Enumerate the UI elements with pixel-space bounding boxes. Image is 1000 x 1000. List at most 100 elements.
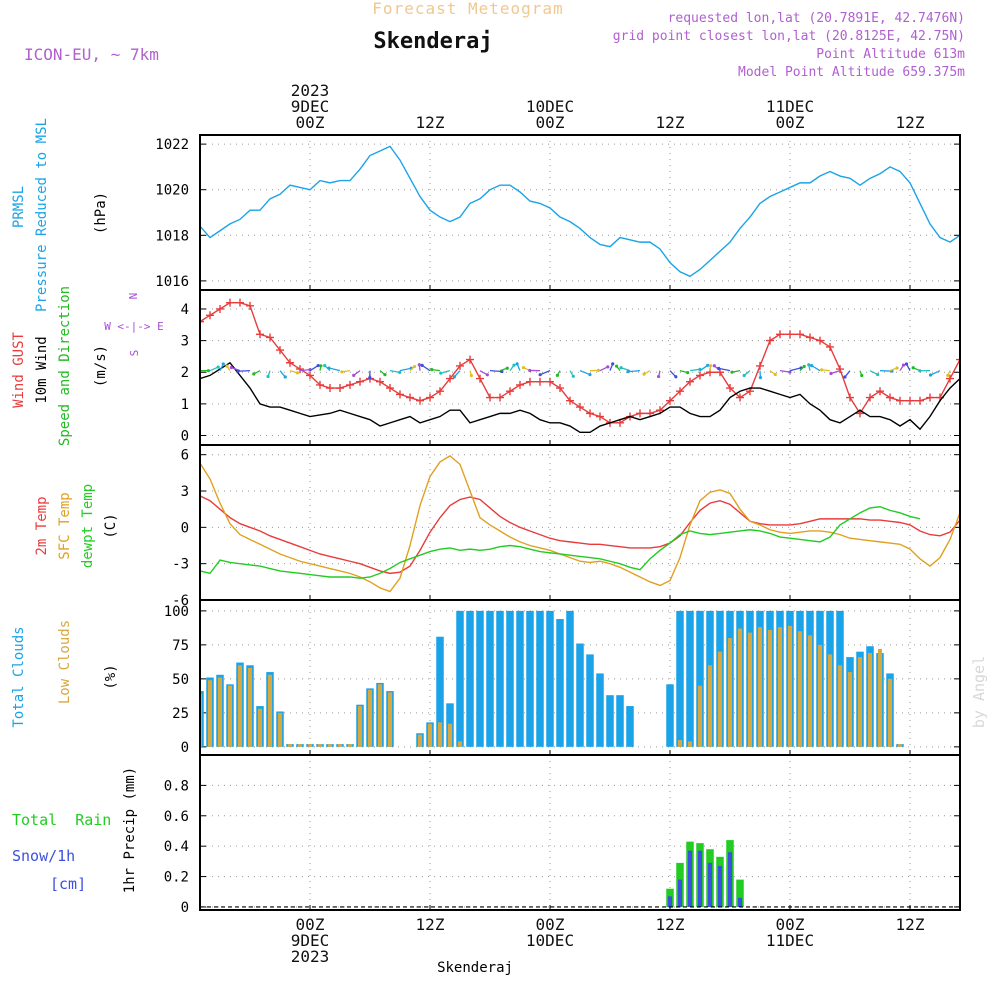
wind-arrow-head xyxy=(588,372,592,377)
total_clouds-bar xyxy=(506,610,514,747)
gust-marker xyxy=(406,393,414,402)
low_clouds-bar xyxy=(317,744,323,747)
y-tick-label: 100 xyxy=(164,604,189,620)
product-title: Forecast Meteogram xyxy=(372,0,563,18)
gust-marker xyxy=(886,393,894,402)
gust-marker xyxy=(826,342,834,351)
wind-arrow-head xyxy=(788,370,792,374)
wind-arrow-head xyxy=(596,368,600,373)
wind-line xyxy=(200,361,960,434)
wind-arrow-head xyxy=(485,373,489,377)
wind-arrow xyxy=(628,370,641,373)
low_clouds-bar xyxy=(697,685,703,747)
gust-marker xyxy=(296,365,304,374)
low_clouds-bar xyxy=(877,648,883,747)
low_clouds-bar xyxy=(257,708,263,747)
y-tick-label: 75 xyxy=(172,638,189,654)
low_clouds-bar xyxy=(817,644,823,747)
wind-arrow-head xyxy=(712,364,716,368)
gust-marker xyxy=(426,393,434,402)
wind-arrow-head xyxy=(742,373,746,378)
gust-marker xyxy=(736,393,744,402)
wind-arrow-head xyxy=(252,372,256,376)
total_clouds-bar xyxy=(496,610,504,747)
low_clouds-bar xyxy=(687,741,693,747)
pressure-label-2: Pressure Reduced to MSL xyxy=(34,118,50,312)
low_clouds-bar xyxy=(897,744,903,747)
wind-arrow xyxy=(299,368,311,372)
low_clouds-bar xyxy=(200,693,203,747)
point-altitude: Point Altitude 613m xyxy=(816,47,965,62)
gust-label: Wind GUST xyxy=(11,332,27,408)
low_clouds-bar xyxy=(207,680,213,747)
total_clouds-bar xyxy=(616,695,624,747)
y-tick-label: 1016 xyxy=(155,274,189,290)
clouds-panel: 0 25 50 75 100 xyxy=(164,599,961,756)
total_clouds-bar xyxy=(626,706,634,747)
gust-marker xyxy=(806,333,814,342)
wind-arrow-head xyxy=(829,371,833,376)
bottom-time-label: 12Z xyxy=(656,915,685,934)
gust-marker xyxy=(576,403,584,412)
top-time-label: 00Z xyxy=(776,113,805,132)
wind-arrow xyxy=(309,364,319,372)
low_clouds-bar xyxy=(787,625,793,747)
y-tick-label: 0 xyxy=(181,740,189,756)
wind-arrow-head xyxy=(340,370,344,374)
low_clouds-bar xyxy=(887,678,893,747)
wind-arrow-head xyxy=(611,362,615,366)
low_clouds-bar xyxy=(777,627,783,747)
wind-arrow-head xyxy=(528,368,532,373)
precip-ylabel: 1hr Precip (mm) xyxy=(122,767,138,893)
low_clouds-bar xyxy=(807,635,813,747)
gust-marker xyxy=(846,393,854,402)
clouds-data xyxy=(200,610,904,747)
wind-arrow-head xyxy=(420,363,424,367)
low_clouds-bar xyxy=(227,685,233,747)
gust-marker xyxy=(456,361,464,370)
wind-arrow-head xyxy=(555,373,560,377)
low_clouds-bar xyxy=(847,672,853,747)
gust-marker xyxy=(416,396,424,405)
low_clouds-bar xyxy=(837,665,843,747)
y-tick-label: 0.4 xyxy=(164,839,189,855)
wind-arrow-head xyxy=(417,363,421,367)
snow-unit-legend: [cm] xyxy=(50,875,86,893)
wind-arrow xyxy=(238,370,251,372)
location-title: Skenderaj xyxy=(373,29,492,54)
bottom-time-label: 2023 xyxy=(291,947,330,966)
wind-label: 10m Wind xyxy=(34,336,50,403)
total_clouds-bar xyxy=(606,695,614,747)
wind-arrow-head xyxy=(538,373,542,377)
wind-arrow-head xyxy=(642,372,646,376)
total_clouds-bar xyxy=(436,636,444,747)
wind-arrow-head xyxy=(430,368,434,372)
low_clouds-bar xyxy=(357,706,363,747)
low_clouds-bar xyxy=(277,712,283,747)
wind-arrow xyxy=(399,367,412,372)
gust-marker xyxy=(286,358,294,367)
dewpt-line xyxy=(200,506,921,579)
total_clouds-bar xyxy=(686,610,694,747)
wind-arrow-head xyxy=(316,363,320,368)
temp-unit: (C) xyxy=(103,513,119,538)
low_clouds-bar xyxy=(327,744,333,747)
low_clouds-bar xyxy=(427,723,433,747)
gust-marker xyxy=(726,384,734,393)
wind-arrow-head xyxy=(626,370,630,374)
snow-bar xyxy=(687,850,693,907)
snow-bar xyxy=(697,850,703,907)
top-time-label: 11DEC xyxy=(766,97,814,116)
credit-label: by Angel xyxy=(970,656,988,728)
wind-arrow-head xyxy=(717,366,721,370)
footer-location: Skenderaj xyxy=(437,960,513,976)
wind-arrow-head xyxy=(221,362,225,366)
wind-arrow-head xyxy=(512,363,516,367)
wind-arrow-head xyxy=(807,363,811,367)
low_clouds-bar xyxy=(447,723,453,747)
rain-bar xyxy=(736,879,744,907)
y-tick-label: 2 xyxy=(181,365,189,381)
top-time-label: 00Z xyxy=(296,113,325,132)
wind-arrow-head xyxy=(911,366,915,370)
